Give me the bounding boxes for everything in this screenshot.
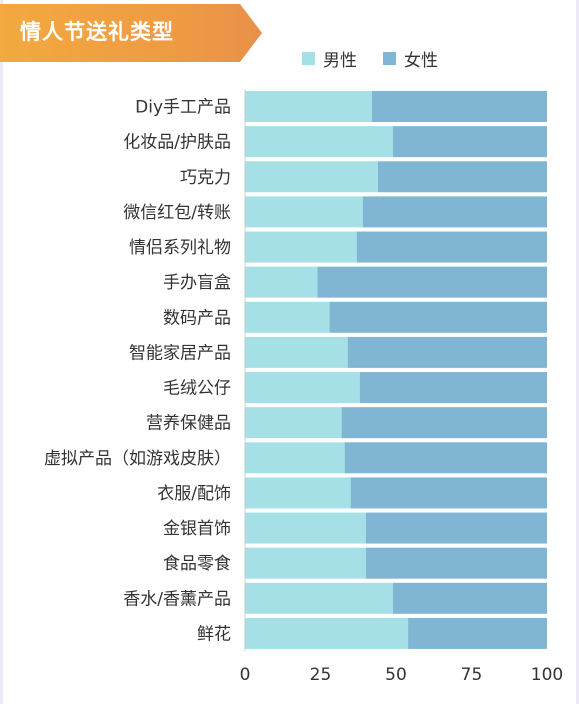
bar-female-3[interactable]: [362, 196, 547, 228]
bar-male-12[interactable]: [245, 512, 366, 544]
bar-female-1[interactable]: [392, 126, 547, 158]
legend-swatch-female: [383, 51, 396, 65]
bar-female-2[interactable]: [377, 161, 547, 193]
bar-female-7[interactable]: [347, 336, 547, 368]
title-banner: [0, 4, 262, 62]
bar-male-8[interactable]: [245, 372, 360, 404]
category-label-1: 化妆品/护肤品: [123, 133, 231, 153]
bar-male-7[interactable]: [245, 336, 348, 368]
page-frame-right: [576, 0, 579, 704]
bar-female-15[interactable]: [408, 617, 547, 649]
chart-legend: 男性 女性: [302, 46, 464, 71]
category-label-11: 衣服/配饰: [157, 484, 231, 504]
category-label-7: 智能家居产品: [129, 343, 231, 363]
bar-male-2[interactable]: [245, 161, 378, 193]
category-label-5: 手办盲盒: [163, 273, 231, 293]
bar-female-0[interactable]: [371, 91, 547, 122]
bar-female-14[interactable]: [392, 582, 547, 614]
bar-female-9[interactable]: [341, 407, 547, 439]
legend-swatch-male: [302, 51, 315, 65]
legend-item-male[interactable]: 男性: [302, 46, 357, 71]
x-tick-label-4: 100: [531, 665, 563, 685]
page-frame-left: [0, 0, 3, 704]
x-tick-label-3: 75: [461, 665, 483, 685]
bar-female-5[interactable]: [317, 266, 547, 298]
x-tick-label-2: 50: [385, 665, 407, 685]
bar-female-10[interactable]: [344, 442, 547, 474]
bar-female-6[interactable]: [329, 301, 547, 333]
bar-male-5[interactable]: [245, 266, 318, 298]
bar-male-15[interactable]: [245, 617, 409, 649]
bar-male-0[interactable]: [245, 91, 372, 122]
bar-female-11[interactable]: [350, 477, 547, 509]
bar-male-14[interactable]: [245, 582, 393, 614]
x-tick-label-0: 0: [240, 665, 251, 685]
legend-label-female: 女性: [404, 50, 438, 71]
bar-male-13[interactable]: [245, 547, 366, 579]
bar-male-1[interactable]: [245, 126, 393, 158]
category-label-13: 食品零食: [163, 554, 231, 574]
x-tick-label-1: 25: [310, 665, 332, 685]
category-label-14: 香水/香薰产品: [123, 589, 231, 609]
bar-male-3[interactable]: [245, 196, 363, 228]
bar-male-10[interactable]: [245, 442, 345, 474]
chart-title: 情人节送礼类型: [20, 20, 174, 44]
legend-item-female[interactable]: 女性: [383, 46, 438, 71]
category-label-9: 营养保健品: [146, 414, 231, 434]
category-label-8: 毛绒公仔: [163, 379, 231, 399]
category-label-6: 数码产品: [163, 308, 231, 328]
bar-female-8[interactable]: [359, 372, 547, 404]
legend-label-male: 男性: [323, 50, 357, 71]
bar-female-4[interactable]: [356, 231, 547, 263]
category-label-4: 情侣系列礼物: [129, 238, 231, 258]
bar-male-11[interactable]: [245, 477, 351, 509]
category-label-0: Diy手工产品: [135, 98, 231, 118]
category-label-2: 巧克力: [180, 168, 231, 188]
bar-male-4[interactable]: [245, 231, 357, 263]
category-label-10: 虚拟产品（如游戏皮肤）: [44, 449, 231, 469]
bar-male-6[interactable]: [245, 301, 330, 333]
category-label-15: 鲜花: [197, 624, 231, 644]
category-label-3: 微信红包/转账: [123, 203, 231, 223]
bar-female-13[interactable]: [365, 547, 547, 579]
category-label-12: 金银首饰: [163, 519, 231, 539]
bar-female-12[interactable]: [365, 512, 547, 544]
bar-male-9[interactable]: [245, 407, 342, 439]
